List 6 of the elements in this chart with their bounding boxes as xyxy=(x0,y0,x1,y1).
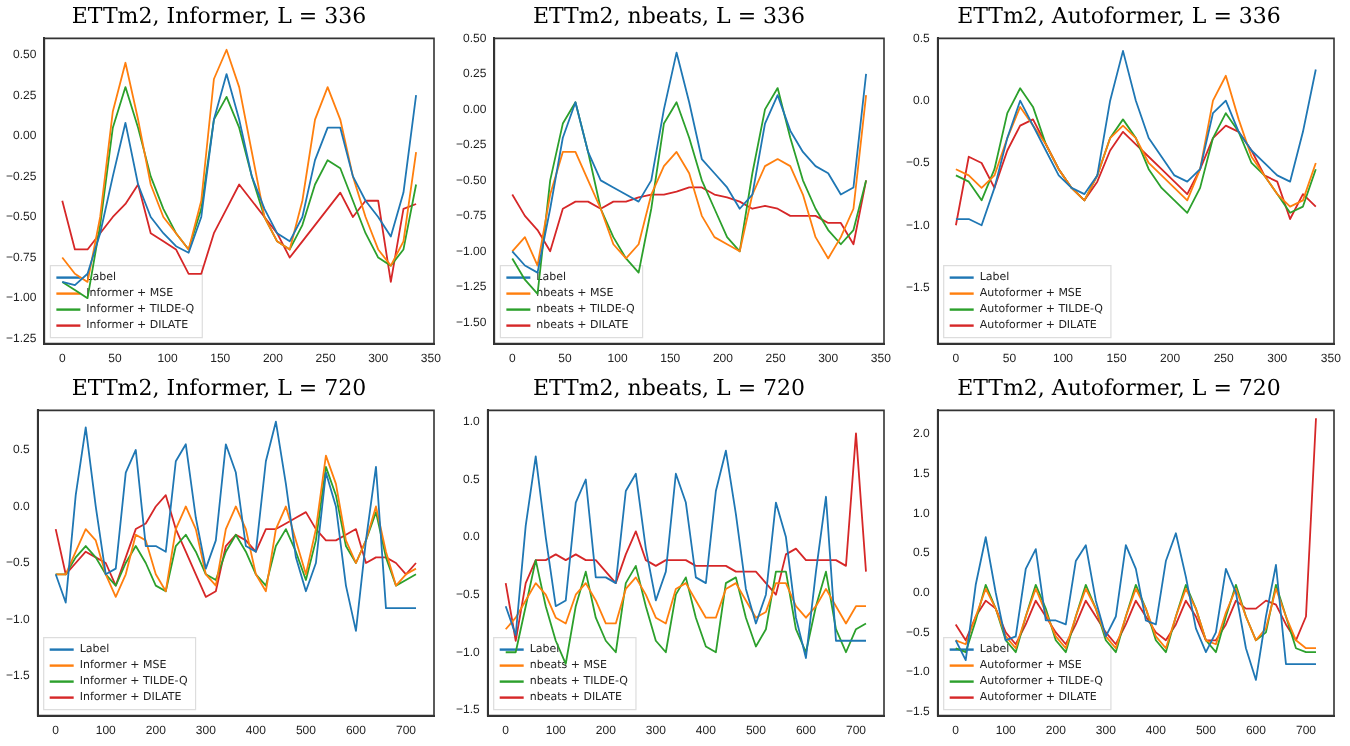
chart-title: ETTm2, nbeats, L = 720 xyxy=(532,374,806,401)
chart-title: ETTm2, Informer, L = 336 xyxy=(71,2,367,29)
chart-title: ETTm2, Autoformer, L = 720 xyxy=(957,374,1281,401)
chart-title: ETTm2, Autoformer, L = 336 xyxy=(957,2,1281,29)
chart-title: ETTm2, nbeats, L = 336 xyxy=(532,2,806,29)
chart-title: ETTm2, Informer, L = 720 xyxy=(71,374,367,401)
